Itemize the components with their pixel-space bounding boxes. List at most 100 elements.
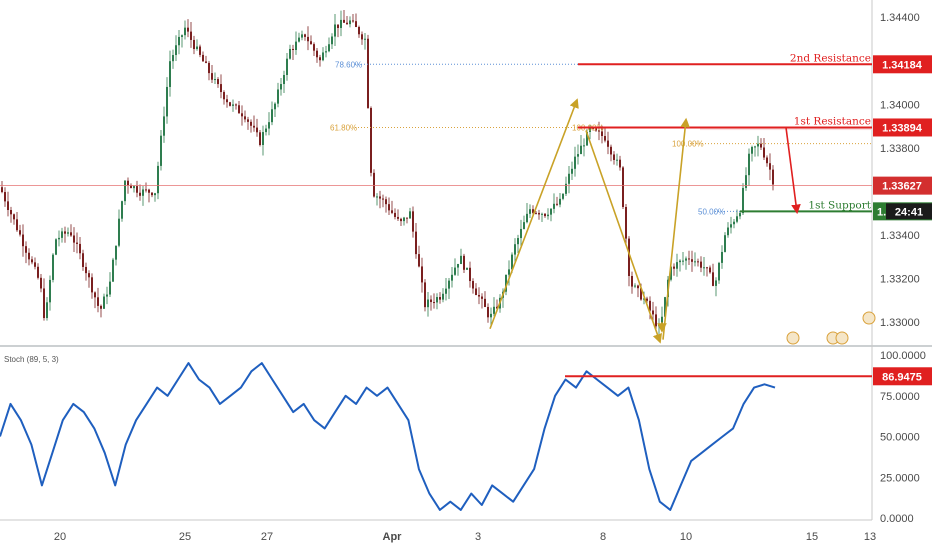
candle-body [556, 203, 558, 205]
candle-body [439, 297, 441, 300]
price-tick-label: 1.33800 [880, 143, 920, 155]
candle-body [157, 165, 159, 194]
stoch-resistance-badge [873, 367, 932, 386]
time-tick-label: 27 [261, 531, 273, 543]
candle-body [472, 281, 474, 289]
candle-body [358, 26, 360, 35]
candle-body [328, 44, 330, 52]
candle-body [322, 52, 324, 61]
candle-body [346, 22, 348, 25]
candle-body [349, 20, 351, 25]
time-tick-label: 13 [864, 531, 876, 543]
candle-body [544, 213, 546, 217]
candle-body [760, 143, 762, 148]
candle-body [433, 302, 435, 304]
candle-body [757, 143, 759, 147]
swing-arrow [662, 117, 690, 340]
candle-body [637, 285, 639, 289]
candle-body [460, 255, 462, 264]
time-tick-label: 8 [600, 531, 606, 543]
candle-body [196, 46, 198, 50]
level-label: 1st Support [808, 199, 871, 211]
candle-body [643, 298, 645, 300]
candle-body [103, 296, 105, 309]
candle-body [436, 297, 438, 303]
candle-body [241, 113, 243, 117]
candle-body [307, 36, 309, 42]
candle-body [67, 232, 69, 234]
price-tick-label: 1.33200 [880, 274, 920, 286]
candle-body [538, 212, 540, 215]
candle-body [514, 244, 516, 255]
time-tick-label: 10 [680, 531, 692, 543]
candle-body [685, 258, 687, 261]
candle-body [136, 186, 138, 193]
candle-body [232, 104, 234, 106]
candle-body [97, 297, 99, 306]
candle-body [370, 107, 372, 173]
time-tick-label: 20 [54, 531, 66, 543]
candle-body [730, 224, 732, 228]
candle-body [709, 267, 711, 273]
candle-body [655, 314, 657, 327]
candle-body [310, 41, 312, 45]
candle-body [304, 34, 306, 37]
candle-body [700, 261, 702, 268]
candle-body [187, 27, 189, 32]
candle-body [235, 104, 237, 106]
candle-body [202, 54, 204, 62]
candle-body [646, 298, 648, 301]
candle-body [208, 62, 210, 74]
candle-body [283, 74, 285, 85]
candle-body [577, 154, 579, 157]
candle-body [622, 167, 624, 207]
time-tick-label: 25 [179, 531, 191, 543]
candle-body [421, 266, 423, 283]
candle-body [199, 46, 201, 55]
candle-body [373, 172, 375, 197]
candle-body [76, 242, 78, 244]
fib-label: 50.00% [698, 207, 725, 216]
candle-body [16, 219, 18, 231]
candle-body [361, 34, 363, 40]
candle-body [91, 277, 93, 293]
candle-body [520, 228, 522, 239]
level-price-text: 1.33894 [882, 122, 923, 134]
countdown-text: 24:41 [895, 206, 923, 218]
candle-body [679, 260, 681, 263]
candle-body [220, 84, 222, 93]
candles-layer [1, 9, 774, 337]
candle-body [7, 201, 9, 211]
candle-body [529, 209, 531, 214]
fib-label: 100.00% [672, 140, 704, 149]
candle-body [595, 128, 597, 131]
candle-body [277, 89, 279, 104]
candle-body [226, 99, 228, 103]
candle-body [664, 297, 666, 317]
price-tick-label: 1.34000 [880, 99, 920, 111]
candle-body [616, 159, 618, 161]
candle-body [526, 213, 528, 223]
candle-body [340, 19, 342, 28]
calendar-event-icon [786, 331, 800, 345]
candle-body [607, 140, 609, 147]
candle-body [628, 238, 630, 277]
candle-body [670, 266, 672, 280]
candle-body [385, 199, 387, 205]
candle-body [676, 262, 678, 269]
price-tick-label: 1.33400 [880, 230, 920, 242]
candle-body [478, 294, 480, 297]
candle-body [271, 109, 273, 123]
fib-label: 78.60% [335, 60, 362, 69]
stoch-tick-label: 100.0000 [880, 350, 926, 362]
candle-body [601, 131, 603, 136]
candle-body [121, 201, 123, 219]
candle-body [454, 267, 456, 275]
candle-body [724, 235, 726, 252]
candle-body [592, 128, 594, 130]
stoch-tick-label: 50.0000 [880, 432, 920, 444]
swing-arrow [489, 98, 579, 330]
candle-body [586, 131, 588, 146]
candle-body [214, 79, 216, 81]
